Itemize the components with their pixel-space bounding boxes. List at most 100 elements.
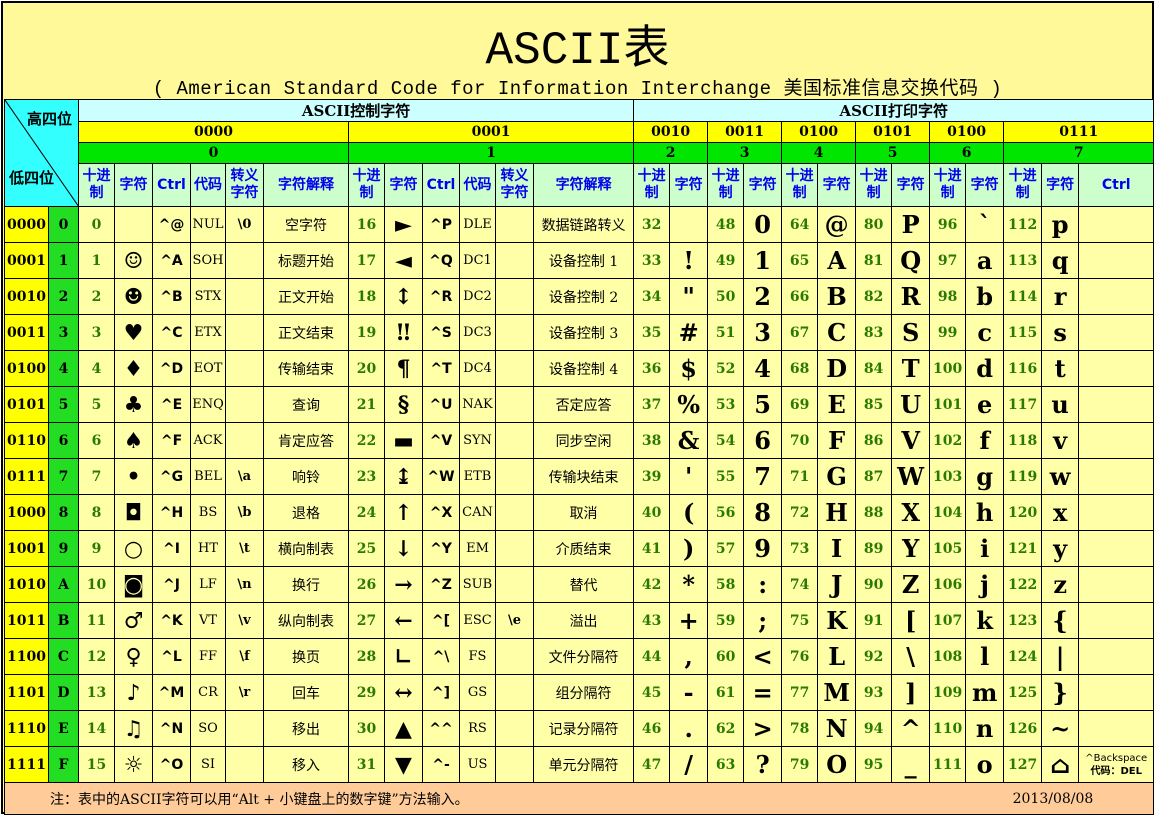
cell-ctrl xyxy=(1078,242,1155,279)
cell-char: n xyxy=(965,710,1005,747)
cell-desc: 文件分隔符 xyxy=(532,638,635,675)
cell-dec: 49 xyxy=(707,242,745,279)
cell-char: b xyxy=(965,278,1005,315)
cell-dec: 107 xyxy=(929,602,967,639)
cell-ctrl xyxy=(1078,494,1155,531)
cell-dec: 60 xyxy=(707,638,745,675)
col-header-char: 字符 xyxy=(384,163,423,207)
cell-char: D xyxy=(817,350,857,387)
cell-code: EM xyxy=(459,530,496,567)
cell-char: r xyxy=(1041,278,1080,315)
cell-ctrl: ^] xyxy=(422,674,460,711)
group-binary-6: 0100 xyxy=(929,121,1005,143)
cell-dec: 71 xyxy=(781,458,819,495)
cell-desc: 纵向制表 xyxy=(263,602,349,639)
row-hex: 4 xyxy=(48,350,79,387)
cell-char: ↨ xyxy=(384,458,423,495)
cell-dec: 24 xyxy=(348,494,385,531)
cell-esc xyxy=(495,458,534,495)
group-hex-4: 4 xyxy=(781,142,857,164)
diagonal-line xyxy=(5,100,78,206)
cell-esc xyxy=(495,206,534,243)
cell-desc: 正文结束 xyxy=(263,314,349,351)
cell-esc xyxy=(495,638,534,675)
cell-desc: 设备控制 3 xyxy=(532,314,635,351)
cell-dec: 41 xyxy=(633,530,671,567)
group-binary-7: 0111 xyxy=(1003,121,1155,143)
cell-char: M xyxy=(817,674,857,711)
cell-char: # xyxy=(669,314,709,351)
cell-code: BEL xyxy=(190,458,226,495)
cell-ctrl: ^H xyxy=(152,494,191,531)
cell-dec: 72 xyxy=(781,494,819,531)
cell-desc: 介质结束 xyxy=(532,530,635,567)
cell-dec: 95 xyxy=(855,746,893,783)
cell-char: ♀ xyxy=(114,638,153,675)
cell-dec: 37 xyxy=(633,386,671,423)
cell-ctrl: ^X xyxy=(422,494,460,531)
row-binary: 0101 xyxy=(4,386,49,423)
col-header-dec: 十进制 xyxy=(633,163,671,207)
cell-esc xyxy=(495,386,534,423)
cell-dec: 121 xyxy=(1003,530,1043,567)
cell-char: ♣ xyxy=(114,386,153,423)
col-header-dec: 十进制 xyxy=(78,163,115,207)
cell-dec: 76 xyxy=(781,638,819,675)
cell-dec: 34 xyxy=(633,278,671,315)
cell-char: I xyxy=(817,530,857,567)
cell-dec: 12 xyxy=(78,638,115,675)
cell-dec: 23 xyxy=(348,458,385,495)
row-binary: 0111 xyxy=(4,458,49,495)
group-binary-3: 0011 xyxy=(707,121,783,143)
cell-esc: \0 xyxy=(225,206,264,243)
cell-ctrl: ^K xyxy=(152,602,191,639)
cell-char: i xyxy=(965,530,1005,567)
cell-dec: 113 xyxy=(1003,242,1043,279)
row-hex: 5 xyxy=(48,386,79,423)
cell-char: P xyxy=(891,206,931,243)
cell-dec: 36 xyxy=(633,350,671,387)
cell-ctrl: ^A xyxy=(152,242,191,279)
cell-ctrl: ^L xyxy=(152,638,191,675)
cell-char: m xyxy=(965,674,1005,711)
cell-dec: 84 xyxy=(855,350,893,387)
cell-dec: 63 xyxy=(707,746,745,783)
cell-code: EOT xyxy=(190,350,226,387)
col-header-char: 字符 xyxy=(743,163,783,207)
cell-dec: 97 xyxy=(929,242,967,279)
control-chars-header: ASCII控制字符 xyxy=(77,99,635,122)
cell-code: DC3 xyxy=(459,314,496,351)
group-hex-7: 7 xyxy=(1003,142,1155,164)
cell-desc: 肯定应答 xyxy=(263,422,349,459)
cell-char: y xyxy=(1041,530,1080,567)
table-row: 0100 4 4 ♦ ^D EOT 传输结束 20 ¶ ^T DC4 设备控制 4 36 $52 4 68 D 8… xyxy=(4,350,1155,387)
cell-dec: 50 xyxy=(707,278,745,315)
cell-dec: 56 xyxy=(707,494,745,531)
cell-char: ◄ xyxy=(384,242,423,279)
col-header-char: 字符 xyxy=(891,163,931,207)
cell-esc: \f xyxy=(225,638,264,675)
cell-dec: 108 xyxy=(929,638,967,675)
cell-char: C xyxy=(817,314,857,351)
cell-dec: 4 xyxy=(78,350,115,387)
cell-dec: 62 xyxy=(707,710,745,747)
row-hex: 2 xyxy=(48,278,79,315)
cell-ctrl: ^J xyxy=(152,566,191,603)
row-binary: 0001 xyxy=(4,242,49,279)
cell-esc xyxy=(495,494,534,531)
cell-char: W xyxy=(891,458,931,495)
cell-char: > xyxy=(743,710,783,747)
cell-char: } xyxy=(1041,674,1080,711)
binary-header-row: 0000 0001 0010 0011 0100 0101 0100 0111 xyxy=(5,121,1155,143)
cell-char: , xyxy=(669,638,709,675)
cell-char: . xyxy=(669,710,709,747)
cell-char: = xyxy=(743,674,783,711)
cell-ctrl: ^Y xyxy=(422,530,460,567)
cell-char: o xyxy=(965,746,1005,783)
cell-char: q xyxy=(1041,242,1080,279)
cell-char: : xyxy=(743,566,783,603)
cell-char: 2 xyxy=(743,278,783,315)
cell-char: - xyxy=(669,674,709,711)
high-nibble-label: 高四位 xyxy=(26,110,72,128)
cell-char: ▼ xyxy=(384,746,423,783)
